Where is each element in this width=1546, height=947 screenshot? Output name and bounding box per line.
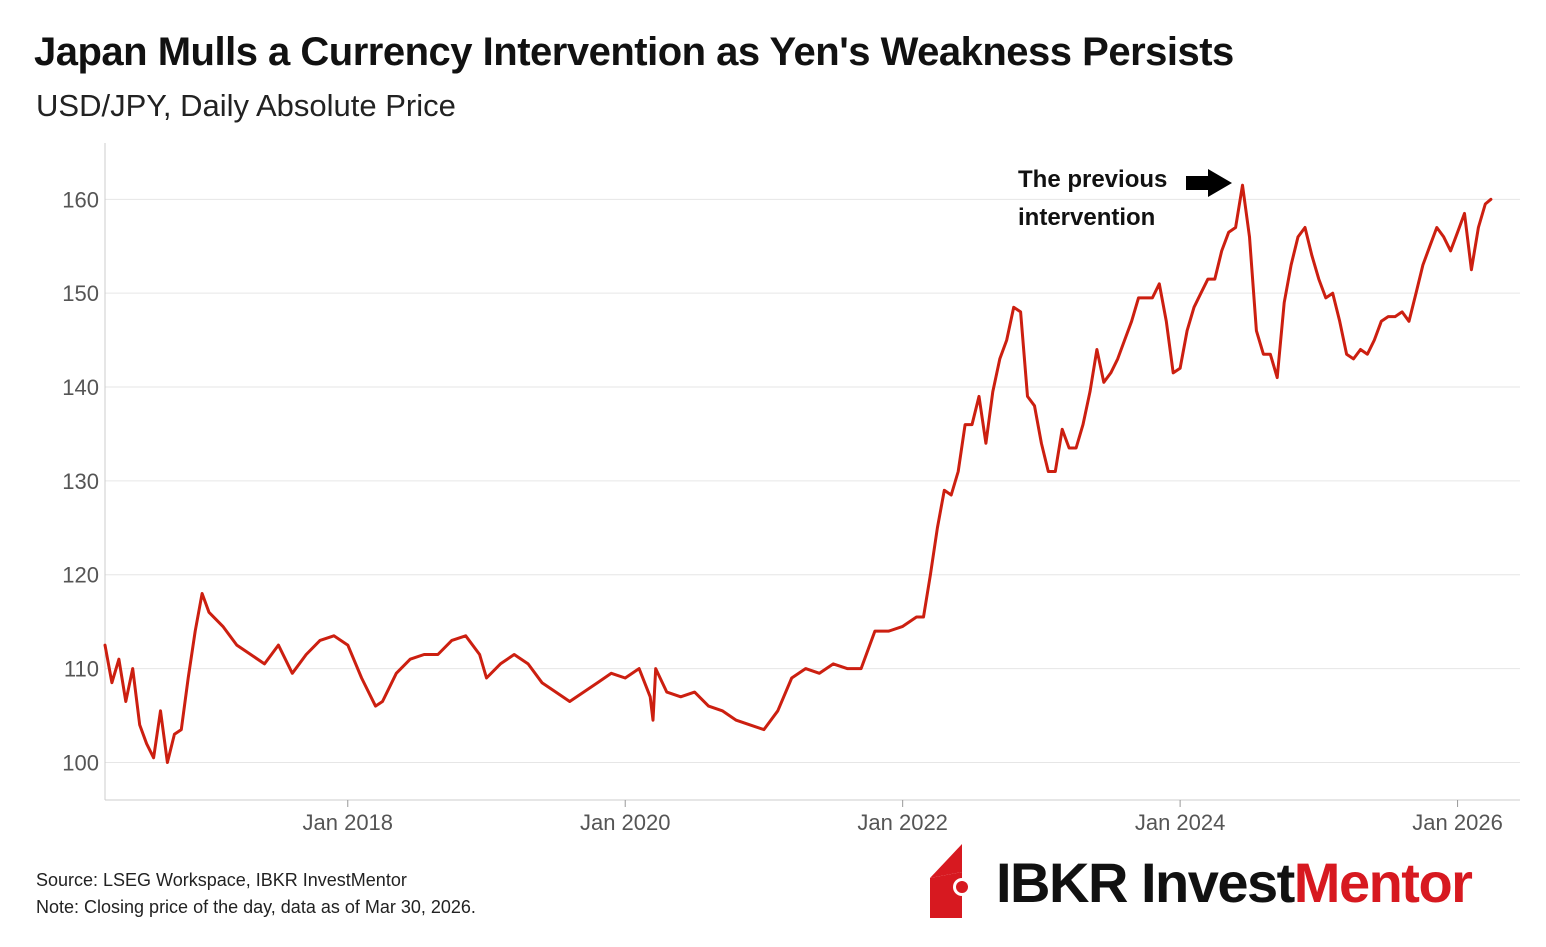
annotation: The previous intervention — [1018, 166, 1232, 231]
logo-text-main: IBKR Invest — [996, 851, 1295, 914]
x-tick-label: Jan 2026 — [1412, 810, 1503, 835]
series-layer — [103, 183, 1493, 764]
y-tick-label: 120 — [62, 563, 99, 588]
y-tick-label: 110 — [64, 657, 99, 682]
x-tick-label: Jan 2024 — [1135, 810, 1226, 835]
annotation-line-1: The previous — [1018, 166, 1167, 193]
annotation-line-2: intervention — [1018, 204, 1155, 231]
chart-title: Japan Mulls a Currency Intervention as Y… — [34, 30, 1234, 74]
x-tick-label: Jan 2020 — [580, 810, 671, 835]
logo-wordmark: IBKR InvestMentor — [996, 848, 1473, 918]
y-tick-label: 130 — [62, 469, 99, 494]
y-tick-label: 140 — [62, 375, 99, 400]
chart-subtitle: USD/JPY, Daily Absolute Price — [36, 88, 456, 123]
tick-labels: 100 110 120 130 140 150 160 Jan 2018 Jan 2020 Jan… — [62, 187, 1503, 835]
annotation-arrow-icon — [1186, 169, 1232, 197]
y-tick-label: 160 — [62, 187, 99, 212]
y-tick-label: 150 — [62, 281, 99, 306]
logo-text-accent: Mentor — [1293, 851, 1473, 914]
ibkr-flag-icon — [930, 844, 971, 918]
x-tick-label: Jan 2022 — [857, 810, 948, 835]
axes — [104, 143, 1520, 807]
gridlines — [105, 198, 1520, 763]
y-tick-label: 100 — [62, 750, 99, 775]
data-note: Note: Closing price of the day, data as … — [36, 897, 476, 917]
source-note: Source: LSEG Workspace, IBKR InvestMento… — [36, 870, 407, 890]
x-tick-label: Jan 2018 — [303, 810, 394, 835]
ibkr-logo: IBKR InvestMentor — [928, 842, 1528, 922]
series-line-usdjpy — [103, 183, 1493, 764]
